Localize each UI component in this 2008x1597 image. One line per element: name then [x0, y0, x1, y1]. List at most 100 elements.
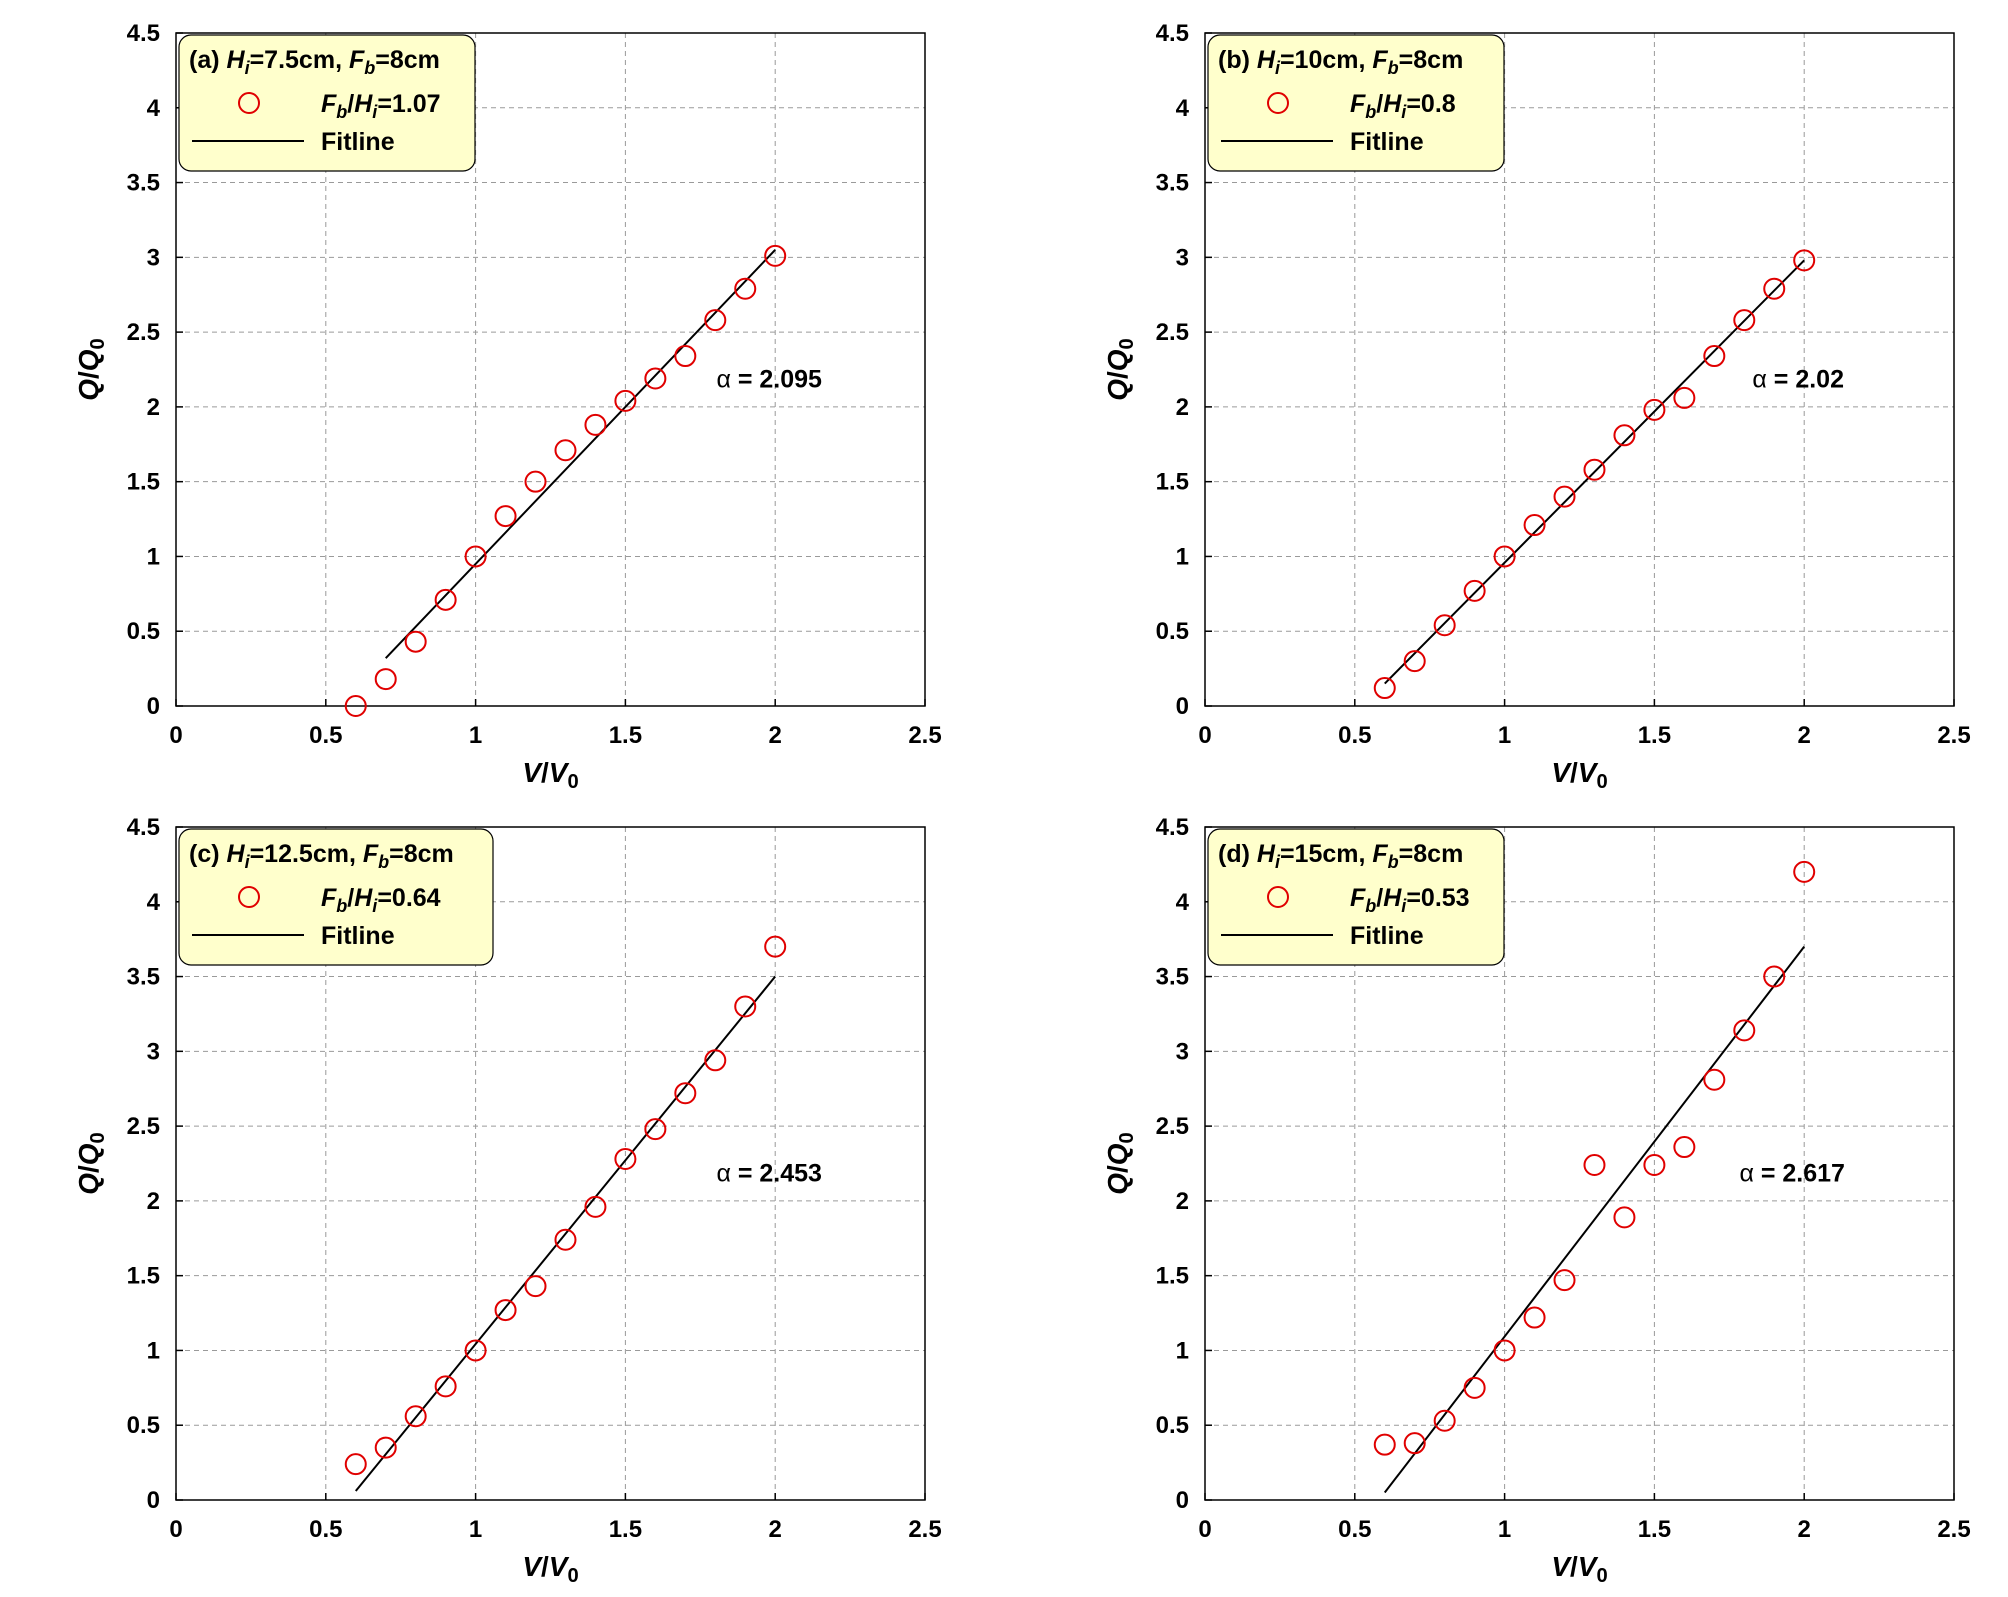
legend-fitline-label: Fitline [1350, 128, 1424, 156]
legend-series-label: Fb/Hi=0.53 [1350, 884, 1470, 916]
chart-panel-1: 0 0.5 1 1.5 2 2.5 0 0.5 1 1.5 2 2.5 3 3.5 4 4.5 V/V0 Q/Q0… [73, 20, 942, 793]
data-point [404, 1405, 427, 1428]
y-tick-label: 1.5 [1156, 1263, 1189, 1290]
y-axis-label: Q/Q0 [73, 1132, 109, 1195]
x-tick-label: 1.5 [609, 722, 642, 749]
data-point [614, 1148, 637, 1171]
data-point [1523, 514, 1546, 537]
data-point [764, 244, 787, 267]
data-point [1433, 614, 1456, 637]
chart-panel-2: 0 0.5 1 1.5 2 2.5 0 0.5 1 1.5 2 2.5 3 3.5 4 4.5 V/V0 Q/Q0… [1102, 20, 1971, 793]
x-axis-label: V/V0 [522, 757, 578, 793]
plot-frame [175, 32, 926, 707]
x-tick-label: 1 [469, 722, 482, 749]
x-tick-label: 0.5 [1338, 722, 1371, 749]
data-point [1793, 860, 1816, 883]
chart-panel-4: 0 0.5 1 1.5 2 2.5 0 0.5 1 1.5 2 2.5 3 3.5 4 4.5 V/V0 Q/Q0… [1102, 814, 1971, 1587]
legend-series-label: Fb/Hi=0.64 [321, 884, 441, 916]
alpha-annotation: α = 2.453 [716, 1159, 822, 1187]
legend-marker [238, 886, 260, 908]
y-tick-label: 1 [1176, 1337, 1189, 1364]
x-tick-label: 0.5 [1338, 1516, 1371, 1543]
data-point [1643, 1153, 1666, 1176]
y-tick-label: 2.5 [1156, 1113, 1189, 1140]
y-tick-label: 2 [1176, 394, 1189, 421]
y-tick-label: 3 [1176, 244, 1189, 271]
data-point [1613, 1206, 1636, 1229]
alpha-value: = 2.617 [1754, 1159, 1845, 1187]
legend-marker [1267, 886, 1289, 908]
y-tick-label: 3.5 [1156, 964, 1189, 991]
x-tick-label: 1.5 [609, 1516, 642, 1543]
data-point [734, 277, 757, 300]
y-tick-label: 1.5 [127, 1263, 160, 1290]
y-axis-label: Q/Q0 [73, 338, 109, 401]
y-tick-label: 0.5 [127, 618, 160, 645]
y-tick-label: 4 [147, 889, 161, 916]
y-tick-label: 3.5 [1156, 170, 1189, 197]
y-tick-label: 4 [1176, 95, 1190, 122]
y-tick-label: 0 [1176, 693, 1189, 720]
alpha-symbol: α [716, 1159, 730, 1187]
legend-box [1207, 828, 1505, 966]
alpha-value: = 2.095 [731, 365, 822, 393]
legend-title: (a) Hi=7.5cm, Fb=8cm [189, 46, 440, 78]
y-tick-label: 3 [147, 244, 160, 271]
data-point [1463, 579, 1486, 602]
data-point [1553, 485, 1576, 508]
fit-line [354, 975, 776, 1492]
data-point [1763, 277, 1786, 300]
chart-panel-3: 0 0.5 1 1.5 2 2.5 0 0.5 1 1.5 2 2.5 3 3.5 4 4.5 V/V0 Q/Q0… [73, 814, 942, 1587]
data-point [494, 1299, 517, 1322]
data-point [344, 1453, 367, 1476]
y-axis-label: Q/Q0 [1102, 1132, 1138, 1195]
x-tick-label: 2.5 [1937, 1516, 1970, 1543]
data-point [584, 1195, 607, 1218]
y-tick-label: 1.5 [1156, 469, 1189, 496]
data-point [644, 367, 667, 390]
data-point [1583, 1153, 1606, 1176]
y-tick-label: 3.5 [127, 170, 160, 197]
data-point [434, 588, 457, 611]
data-point [1403, 650, 1426, 673]
x-tick-label: 2 [1798, 1516, 1811, 1543]
data-point [524, 1275, 547, 1298]
legend-box [178, 828, 494, 966]
plot-frame [1204, 826, 1955, 1501]
data-point [614, 389, 637, 412]
y-tick-label: 4.5 [127, 20, 160, 47]
data-point [1763, 965, 1786, 988]
data-point [374, 1436, 397, 1459]
y-tick-label: 1 [147, 543, 160, 570]
x-tick-label: 0 [169, 1516, 182, 1543]
data-point [1373, 677, 1396, 700]
legend-fitline-label: Fitline [321, 128, 395, 156]
y-tick-label: 2 [147, 394, 160, 421]
y-tick-label: 3 [1176, 1038, 1189, 1065]
y-tick-label: 0 [147, 1487, 160, 1514]
y-tick-label: 2 [147, 1188, 160, 1215]
x-axis-label: V/V0 [1551, 757, 1607, 793]
y-tick-label: 4 [147, 95, 161, 122]
data-point [674, 345, 697, 368]
data-point [1733, 1019, 1756, 1042]
x-tick-label: 2 [769, 1516, 782, 1543]
y-tick-label: 4.5 [127, 814, 160, 841]
data-point [404, 630, 427, 653]
data-point [1643, 398, 1666, 421]
data-point [1733, 309, 1756, 332]
x-tick-label: 1.5 [1638, 1516, 1671, 1543]
y-tick-label: 3 [147, 1038, 160, 1065]
legend-series-label: Fb/Hi=0.8 [1350, 90, 1456, 122]
alpha-annotation: α = 2.617 [1739, 1159, 1845, 1187]
fit-line [1383, 946, 1805, 1494]
y-tick-label: 0.5 [127, 1412, 160, 1439]
plot-frame [1204, 32, 1955, 707]
data-point [554, 1228, 577, 1251]
y-tick-label: 2.5 [1156, 319, 1189, 346]
alpha-symbol: α [716, 365, 730, 393]
alpha-symbol: α [1739, 1159, 1753, 1187]
data-point [1493, 545, 1516, 568]
data-point [524, 470, 547, 493]
